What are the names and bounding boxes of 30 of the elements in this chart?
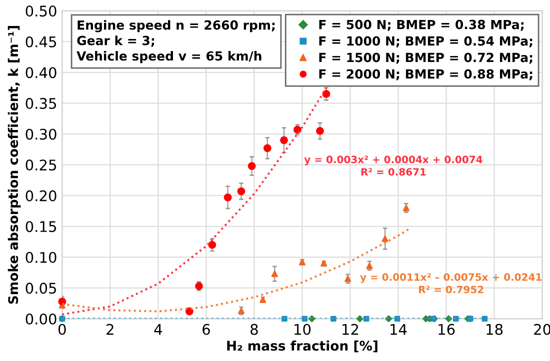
x-tick-label: 2: [106, 324, 114, 335]
x-tick-label: 6: [202, 324, 210, 335]
y-tick-label: 0.25: [26, 160, 56, 171]
legend-label: F = 1500 N; BMEP = 0.72 MPa;: [319, 52, 532, 64]
y-tick-label: 0.45: [26, 36, 56, 48]
x-tick-label: 4: [154, 324, 162, 335]
y-axis-title: Smoke absorption coefficient, k [m⁻¹]: [8, 26, 21, 304]
x-tick-label: 12: [342, 324, 358, 335]
annotation: y = 0.003x² + 0.0004x + 0.0074 R² = 0.8671: [304, 156, 482, 176]
legend-label: F = 1000 N; BMEP = 0.54 MPa;: [319, 36, 532, 48]
y-tick-label: 0.00: [26, 313, 56, 325]
x-tick-label: 0: [58, 324, 66, 335]
y-tick-label: 0.35: [26, 98, 56, 109]
y-tick-label: 0.30: [26, 128, 56, 140]
y-tick-label: 0.05: [26, 282, 56, 294]
legend-label: F = 2000 N; BMEP = 0.88 MPa;: [319, 69, 532, 80]
annotation: y = 0.0011x² – 0.0075x + 0.0241 R² = 0.7952: [360, 273, 542, 294]
x-tick-label: 18: [486, 324, 503, 335]
x-tick-label: 10: [294, 324, 311, 335]
x-axis-title: H₂ mass fraction [%]: [227, 340, 378, 352]
x-tick-label: 8: [250, 324, 258, 335]
y-tick-label: 0.50: [26, 6, 56, 17]
y-tick-label: 0.20: [26, 190, 56, 202]
annotation: Engine speed n = 2660 rpm; Gear k = 3; Vehicle speed v = 65 km/h: [76, 20, 275, 64]
y-tick-label: 0.15: [26, 221, 56, 232]
y-tick-label: 0.10: [26, 252, 56, 263]
x-tick-label: 14: [390, 324, 407, 335]
x-tick-label: 16: [438, 324, 455, 335]
legend-label: F = 500 N; BMEP = 0.38 MPa;: [319, 20, 524, 31]
y-tick-label: 0.40: [26, 67, 56, 78]
